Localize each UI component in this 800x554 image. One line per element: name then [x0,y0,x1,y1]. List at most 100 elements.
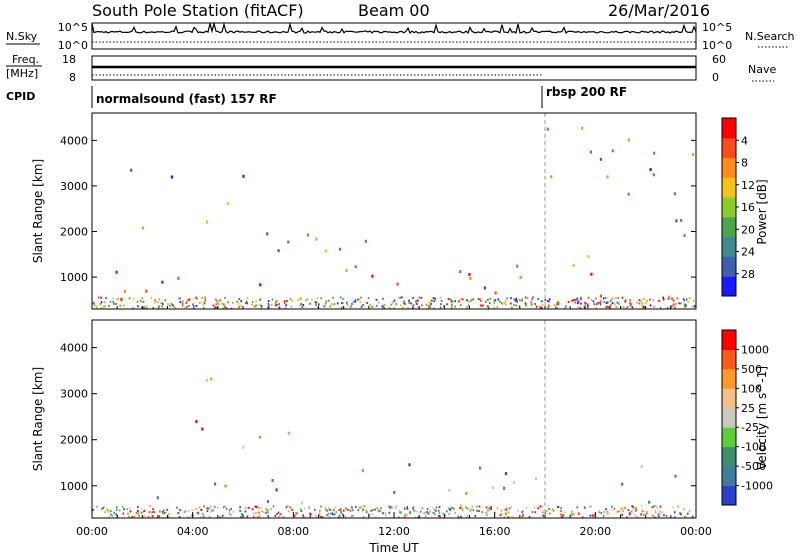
scatter-cell [439,306,442,309]
scatter-cell [193,306,195,309]
scatter-cell [222,514,224,517]
scatter-cell [195,507,197,510]
scatter-cell [346,301,348,304]
scatter-cell [537,507,539,510]
scatter-cell [431,512,434,515]
scatter-cell [316,297,319,300]
scatter-cell [345,268,348,272]
station-title: South Pole Station (fitACF) [92,1,304,20]
scatter-cell [246,515,249,518]
scatter-cell [408,463,411,467]
scatter-cell [642,297,645,300]
scatter-cell [293,514,296,517]
scatter-cell [428,301,430,304]
scatter-cell [334,506,337,509]
scatter-cell [345,507,347,510]
scatter-cell [494,291,497,295]
scatter-cell [282,515,285,518]
scatter-cell [342,509,345,512]
scatter-cell [534,511,537,514]
scatter-cell [467,300,470,303]
scatter-cell [415,299,417,302]
scatter-cell [92,509,94,511]
scatter-cell [692,515,694,518]
scatter-cell [550,175,553,179]
colorbar-tick-label: 1000 [741,343,769,356]
scatter-cell [351,506,353,509]
scatter-cell [548,298,551,301]
scatter-cell [515,304,517,307]
scatter-cell [617,297,620,300]
scatter-cell [146,307,148,309]
scatter-cell [102,506,105,509]
scatter-cell [626,516,628,518]
scatter-cell [459,507,461,509]
scatter-cell [559,513,562,516]
scatter-cell [580,302,582,305]
scatter-cell [450,305,453,308]
scatter-cell [501,302,504,305]
scatter-cell [303,507,306,510]
scatter-cell [628,512,631,515]
scatter-cell [652,173,655,177]
scatter-cell [638,299,641,302]
scatter-cell [453,300,455,303]
scatter-cell [438,506,441,509]
scatter-cell [615,306,617,308]
scatter-cell [144,306,146,309]
scatter-cell [552,509,555,512]
colorbar-tick-label: 16 [741,201,755,214]
scatter-cell [519,276,522,279]
scatter-cell [626,306,629,308]
y-tick-label: 4000 [60,134,88,147]
scatter-cell [350,516,353,518]
scatter-cell [633,514,636,517]
scatter-cell [268,304,271,307]
scatter-cell [223,506,225,509]
scatter-cell [649,168,652,172]
scatter-cell [400,510,403,513]
scatter-cell [325,299,327,302]
scatter-cell [137,505,139,508]
scatter-cell [506,508,508,511]
scatter-cell [266,509,269,512]
scatter-cell [674,516,676,518]
scatter-cell [339,247,342,251]
scatter-cell [541,506,544,509]
scatter-cell [634,509,637,512]
scatter-cell [454,305,456,308]
scatter-cell [458,300,460,303]
scatter-cell [465,491,468,495]
scatter-cell [685,298,688,301]
colorbar-tick-label: -25 [741,421,759,434]
scatter-cell [113,302,115,305]
colorbar-tick-label: 4 [741,134,748,147]
colorbar-swatch [722,197,736,218]
scatter-cell [413,509,415,512]
scatter-cell [521,515,524,518]
scatter-cell [287,505,289,508]
colorbar-frame [721,329,737,506]
scatter-cell [662,298,665,300]
scatter-cell [275,299,278,302]
scatter-cell [203,515,205,518]
scatter-cell [170,302,173,305]
scatter-cell [504,472,508,476]
scatter-cell [311,298,313,301]
scatter-cell [270,508,272,511]
scatter-cell [101,507,103,510]
scatter-cell [466,515,468,518]
colorbar-tick-label: 100 [741,382,762,395]
scatter-cell [93,303,95,306]
scatter-cell [602,297,605,300]
scatter-cell [577,306,579,309]
scatter-cell [438,512,441,515]
scatter-cell [540,307,543,309]
scatter-cell [560,507,562,510]
scatter-cell [558,301,561,304]
scatter-cell [439,296,442,299]
scatter-cell [542,514,544,517]
scatter-cell [181,303,184,305]
scatter-cell [414,516,417,518]
y-tick-label: 1000 [60,480,88,493]
